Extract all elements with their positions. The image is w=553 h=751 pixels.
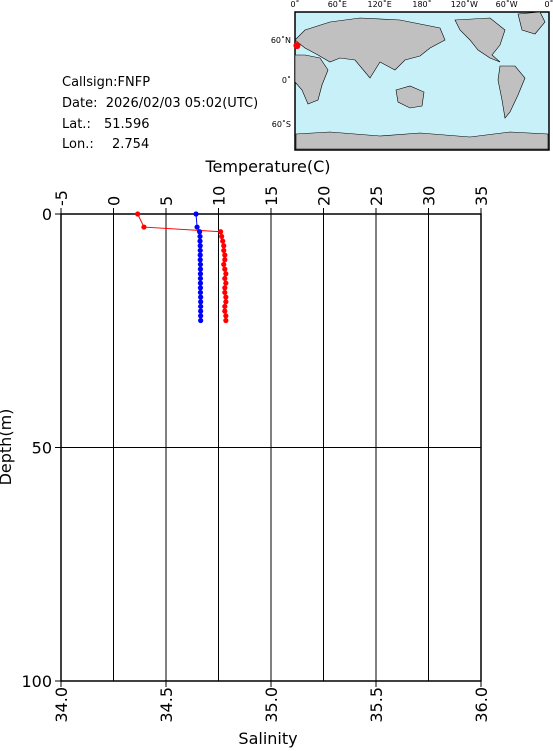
lat-value: 51.596 (104, 117, 150, 132)
temperature-point (141, 224, 147, 230)
salinity-point (198, 308, 204, 314)
salinity-point (197, 233, 203, 240)
top-tick-label: 35 (472, 186, 491, 206)
lon-label: Lon.: (62, 137, 94, 152)
map-lon-label: 120˚E (368, 0, 392, 9)
salinity-point (197, 285, 204, 291)
temperature-point (221, 261, 227, 268)
temperature-point (223, 280, 229, 286)
map-lat-label: 60˚N (271, 35, 291, 45)
temperature-point (223, 271, 229, 277)
salinity-point (197, 229, 203, 235)
map-lat-label: 60˚S (272, 119, 291, 129)
bottom-tick-label: 36.0 (472, 687, 491, 723)
temperature-point (221, 247, 227, 254)
map-lon-label: 0˚ (544, 0, 553, 9)
bottom-tick-label: 34.5 (157, 687, 176, 723)
temperature-point (218, 229, 224, 235)
salinity-point (198, 317, 204, 324)
station-marker (293, 42, 301, 50)
temperature-point (223, 313, 229, 319)
salinity-point (198, 303, 204, 310)
salinity-point (197, 247, 203, 254)
map-lon-label: 120˚W (451, 0, 478, 9)
salinity-point (197, 238, 203, 244)
map-lat-label: 0˚ (282, 75, 291, 85)
bottom-tick-label: 35.5 (367, 687, 386, 723)
top-tick-label: 30 (420, 186, 439, 206)
temperature-point (221, 243, 227, 249)
map-lon-label: 60˚W (496, 0, 518, 9)
top-tick-label: -5 (52, 190, 71, 206)
temperature-point (222, 266, 228, 272)
salinity-point (197, 261, 204, 268)
salinity-point (197, 271, 204, 277)
lon-value: 2.754 (112, 137, 149, 152)
top-tick-label: 10 (210, 186, 229, 206)
temperature-point (222, 308, 228, 314)
salinity-point (197, 275, 204, 282)
top-tick-label: 5 (157, 196, 176, 206)
salinity-point (197, 252, 203, 258)
top-axis-title: Temperature(C) (204, 157, 330, 176)
temperature-point (223, 317, 229, 324)
top-tick-label: 15 (262, 186, 281, 206)
top-tick-label: 0 (105, 196, 124, 206)
salinity-point (197, 243, 203, 249)
temperature-point (135, 211, 141, 217)
land (294, 11, 549, 150)
map-lon-label: 0˚ (290, 0, 299, 9)
date: Date: 2026/02/03 05:02(UTC) (62, 96, 258, 111)
salinity-point (198, 294, 204, 300)
bottom-tick-label: 35.0 (262, 687, 281, 723)
bottom-tick-label: 34.0 (52, 687, 71, 723)
salinity-point (198, 313, 204, 319)
plot-area: Temperature(C) Salinity Depth(m) (0, 157, 482, 748)
temperature-point (223, 299, 229, 305)
temperature-point (222, 303, 228, 310)
top-tick-label: 25 (367, 186, 386, 206)
callsign: Callsign:FNFP (62, 75, 150, 90)
salinity-point (197, 257, 203, 263)
y-tick-label: 100 (21, 672, 52, 691)
temperature-point (222, 275, 228, 282)
salinity-point (197, 280, 204, 286)
y-tick-label: 0 (42, 205, 52, 224)
world-map (294, 11, 550, 151)
salinity-point (194, 224, 200, 230)
salinity-point (197, 266, 204, 272)
salinity-point (198, 299, 204, 305)
temperature-point (222, 289, 228, 296)
temperature-point (222, 285, 228, 291)
bottom-axis-title: Salinity (238, 729, 297, 748)
temperature-point (219, 233, 225, 240)
temperature-point (223, 294, 229, 300)
y-axis-title: Depth(m) (0, 409, 15, 486)
salinity-point (197, 289, 204, 296)
temperature-point (222, 257, 228, 263)
temperature-line (137, 213, 227, 321)
temperature-point (220, 238, 226, 244)
top-tick-label: 20 (315, 186, 334, 206)
temperature-point (222, 252, 228, 258)
salinity-point (193, 211, 199, 217)
map-lon-label: 180˚ (412, 0, 431, 9)
lat-label: Lat.: (62, 117, 91, 132)
y-tick-label: 50 (32, 439, 52, 458)
map-lon-label: 60˚E (328, 0, 347, 9)
